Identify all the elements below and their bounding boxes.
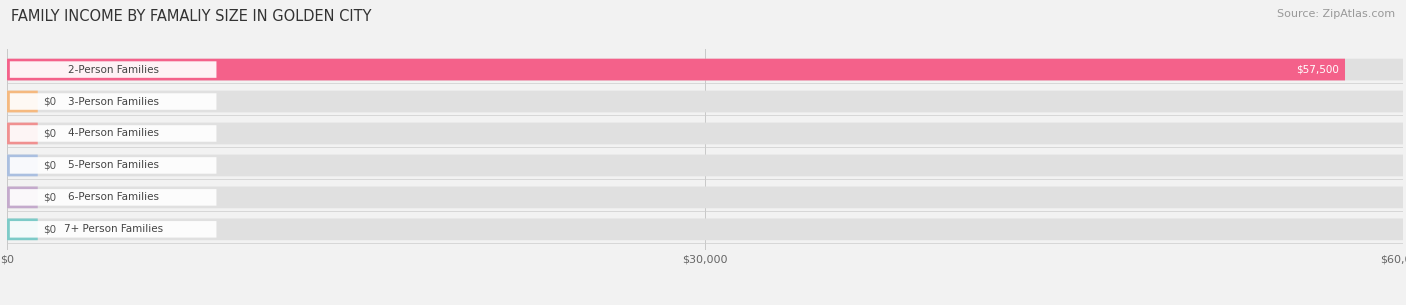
Text: 4-Person Families: 4-Person Families (67, 128, 159, 138)
FancyBboxPatch shape (7, 218, 38, 240)
Text: $0: $0 (44, 224, 56, 234)
Text: 7+ Person Families: 7+ Person Families (63, 224, 163, 234)
Text: $0: $0 (44, 96, 56, 106)
FancyBboxPatch shape (10, 61, 217, 78)
FancyBboxPatch shape (10, 189, 217, 206)
Text: 6-Person Families: 6-Person Families (67, 192, 159, 203)
FancyBboxPatch shape (7, 187, 1403, 208)
Text: Source: ZipAtlas.com: Source: ZipAtlas.com (1277, 9, 1395, 19)
FancyBboxPatch shape (7, 59, 1346, 81)
FancyBboxPatch shape (7, 187, 38, 208)
FancyBboxPatch shape (7, 218, 1403, 240)
FancyBboxPatch shape (10, 125, 217, 142)
Text: $0: $0 (44, 192, 56, 203)
Text: $57,500: $57,500 (1296, 65, 1340, 74)
FancyBboxPatch shape (10, 93, 217, 110)
Text: 2-Person Families: 2-Person Families (67, 65, 159, 74)
FancyBboxPatch shape (7, 59, 1403, 81)
Text: 3-Person Families: 3-Person Families (67, 96, 159, 106)
FancyBboxPatch shape (10, 157, 217, 174)
FancyBboxPatch shape (7, 123, 1403, 144)
FancyBboxPatch shape (7, 91, 38, 112)
Text: FAMILY INCOME BY FAMALIY SIZE IN GOLDEN CITY: FAMILY INCOME BY FAMALIY SIZE IN GOLDEN … (11, 9, 371, 24)
FancyBboxPatch shape (7, 155, 38, 176)
FancyBboxPatch shape (7, 123, 38, 144)
FancyBboxPatch shape (7, 155, 1403, 176)
FancyBboxPatch shape (7, 91, 1403, 112)
Text: $0: $0 (44, 128, 56, 138)
FancyBboxPatch shape (10, 221, 217, 238)
Text: 5-Person Families: 5-Person Families (67, 160, 159, 170)
Text: $0: $0 (44, 160, 56, 170)
